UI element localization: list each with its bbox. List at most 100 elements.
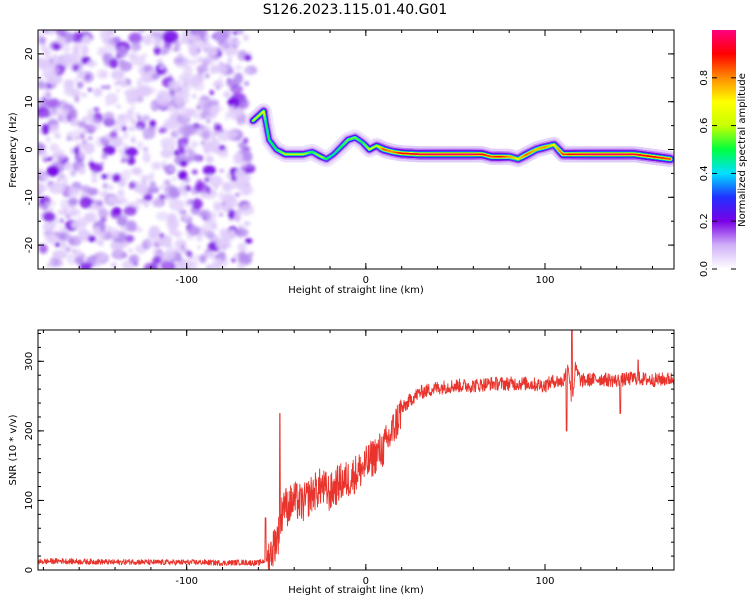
y-tick-label: 0 xyxy=(24,146,35,152)
noise-blob xyxy=(182,76,190,83)
noise-blob xyxy=(236,262,246,269)
noise-blob xyxy=(90,163,103,173)
spectrogram-xlabel: Height of straight line (km) xyxy=(288,285,424,296)
noise-blob xyxy=(45,98,61,109)
noise-blob xyxy=(227,58,232,64)
noise-blob xyxy=(112,173,122,183)
noise-blob xyxy=(100,85,106,90)
noise-blob xyxy=(107,184,114,190)
noise-blob xyxy=(54,30,67,36)
noise-blob xyxy=(177,259,194,269)
noise-blob xyxy=(145,40,152,45)
noise-blob xyxy=(43,30,49,34)
noise-blob xyxy=(216,251,225,258)
noise-blob xyxy=(205,230,215,239)
noise-blob xyxy=(241,160,247,168)
noise-blob xyxy=(235,135,241,141)
noise-blob xyxy=(91,171,98,179)
noise-blob xyxy=(38,167,45,177)
noise-blob xyxy=(162,30,179,43)
noise-blob xyxy=(160,260,176,269)
noise-blob xyxy=(196,64,209,73)
noise-blob xyxy=(235,64,242,71)
noise-blob xyxy=(75,143,82,148)
noise-blob xyxy=(50,66,59,76)
noise-blob xyxy=(137,78,140,82)
noise-blob xyxy=(144,136,148,140)
noise-blob xyxy=(201,130,211,141)
noise-blob xyxy=(130,167,139,174)
noise-blob xyxy=(44,201,48,205)
noise-blob xyxy=(122,252,128,258)
noise-blob xyxy=(40,151,49,158)
noise-blob xyxy=(192,34,201,43)
noise-blob xyxy=(155,63,167,75)
noise-blob xyxy=(218,213,224,217)
noise-blob xyxy=(206,155,214,164)
noise-blob xyxy=(111,136,123,146)
noise-blob xyxy=(126,220,137,232)
noise-blob xyxy=(234,40,241,46)
noise-blob xyxy=(130,42,142,52)
noise-blob xyxy=(96,69,109,80)
noise-blob xyxy=(117,189,125,197)
noise-blob xyxy=(244,185,254,195)
noise-blob xyxy=(167,104,175,113)
noise-blob xyxy=(202,140,215,153)
noise-blob xyxy=(141,114,151,122)
noise-blob xyxy=(42,211,56,222)
noise-blob xyxy=(166,123,171,128)
noise-blob xyxy=(73,77,78,83)
noise-blob xyxy=(205,264,214,269)
noise-blob xyxy=(56,37,67,45)
noise-blob xyxy=(215,141,220,144)
spectrogram-ylabel: Frequency (Hz) xyxy=(8,112,19,188)
snr-plot-area xyxy=(38,330,674,570)
noise-blob xyxy=(49,58,54,64)
noise-blob xyxy=(59,246,69,256)
noise-blob xyxy=(116,45,128,58)
noise-blob xyxy=(225,112,232,117)
x-tick-label: 0 xyxy=(363,275,369,286)
noise-blob xyxy=(149,181,157,188)
noise-blob xyxy=(235,180,248,190)
noise-blob xyxy=(65,161,72,171)
noise-blob xyxy=(211,34,215,39)
noise-blob xyxy=(204,213,212,223)
snr-xlabel: Height of straight line (km) xyxy=(288,585,424,596)
noise-blob xyxy=(87,136,93,140)
noise-blob xyxy=(153,248,159,254)
noise-blob xyxy=(243,152,253,163)
noise-blob xyxy=(115,196,128,206)
noise-blob xyxy=(187,41,196,49)
noise-blob xyxy=(86,60,97,68)
noise-blob xyxy=(242,137,249,144)
noise-blob xyxy=(46,165,60,177)
noise-blob xyxy=(113,80,119,87)
noise-blob xyxy=(194,72,205,84)
x-tick-label: 0 xyxy=(363,576,369,587)
noise-blob xyxy=(82,128,88,135)
noise-blob xyxy=(169,80,181,90)
noise-blob xyxy=(149,119,157,128)
noise-blob xyxy=(104,85,111,90)
noise-blob xyxy=(120,158,128,163)
y-tick-label: 20 xyxy=(24,48,35,61)
noise-blob xyxy=(171,177,177,181)
noise-blob xyxy=(70,68,74,72)
noise-blob xyxy=(69,238,74,245)
noise-blob xyxy=(208,175,223,187)
noise-blob xyxy=(98,208,109,219)
noise-blob xyxy=(128,248,134,253)
ridge-segment xyxy=(266,129,270,136)
noise-blob xyxy=(97,239,104,246)
noise-blob xyxy=(106,232,112,241)
noise-blob xyxy=(145,174,155,181)
noise-blob xyxy=(80,133,85,140)
noise-blob xyxy=(161,160,167,165)
noise-blob xyxy=(71,117,80,127)
snr-panel: -100 0 100 0 100 200 300 Height of straight li… xyxy=(8,329,675,596)
noise-blob xyxy=(151,162,162,170)
